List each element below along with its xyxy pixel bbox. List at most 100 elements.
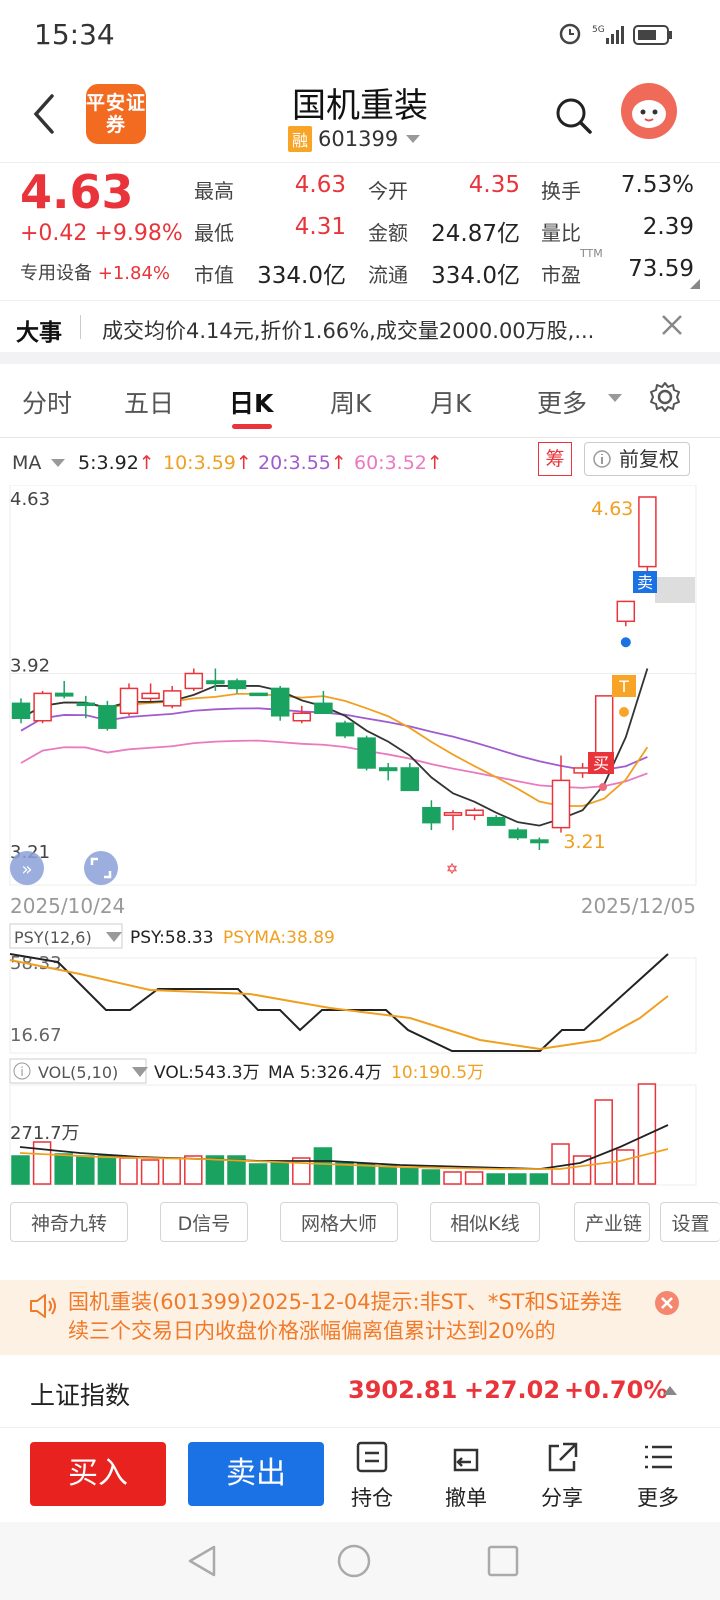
stat-value: 4.31 — [294, 214, 346, 240]
more-button[interactable]: 更多 — [626, 1440, 690, 1512]
gear-icon[interactable] — [648, 380, 682, 414]
kline-chart[interactable]: 4.633.923.212025/10/242025/12/054.633.21… — [0, 485, 720, 925]
info-icon-glyph: i — [20, 1065, 23, 1079]
chip-distribution-button[interactable]: 筹 — [538, 442, 572, 476]
status-bar: 15:34 5G — [0, 0, 720, 70]
ma20-value: 20:3.55↑ — [258, 452, 347, 474]
close-icon[interactable] — [660, 313, 684, 337]
share-button[interactable]: 分享 — [530, 1440, 594, 1512]
stock-code: 601399 — [318, 127, 399, 151]
stat-value: 4.63 — [294, 172, 346, 198]
avatar[interactable] — [620, 82, 678, 140]
chevron-down-icon[interactable] — [606, 392, 624, 404]
volume-bar — [270, 1161, 289, 1185]
stat-value: 4.35 — [468, 172, 520, 198]
expand-corner-icon[interactable] — [688, 277, 702, 291]
ma-selector[interactable]: MA — [12, 452, 42, 474]
vol-y-label: 271.7万 — [10, 1123, 80, 1144]
buy-button[interactable]: 买入 — [30, 1442, 166, 1506]
tool-button[interactable]: 神奇九转 — [10, 1202, 128, 1242]
tab-more[interactable]: 更多 — [537, 389, 588, 418]
sector-info[interactable]: 专用设备 +1.84% — [20, 263, 170, 284]
tab-5day[interactable]: 五日 — [124, 389, 175, 418]
volume-bar — [184, 1155, 203, 1185]
search-icon[interactable] — [554, 96, 594, 136]
volume-bar — [140, 1159, 160, 1185]
star-marker: ✡ — [446, 860, 459, 878]
candle — [76, 695, 96, 719]
index-ticker[interactable]: 上证指数 3902.81 +27.02 +0.70% — [0, 1356, 720, 1428]
candle-body — [270, 687, 290, 717]
news-bar[interactable]: 大事 成交均价4.14元,折价1.66%,成交量2000.00万股,... — [0, 300, 720, 364]
tool-button[interactable]: 相似K线 — [430, 1202, 540, 1242]
settings-button[interactable]: 设置 — [660, 1202, 720, 1242]
chevron-up-icon[interactable] — [662, 1384, 678, 1396]
recents-nav-icon[interactable] — [486, 1544, 520, 1578]
sell-marker-bg — [655, 577, 695, 603]
sell-marker-label: 卖 — [637, 573, 653, 592]
buy-marker-label: 买 — [593, 754, 609, 773]
candle-body — [465, 809, 484, 816]
tab-monthly-k[interactable]: 月K — [430, 389, 472, 418]
candle-body — [76, 702, 96, 707]
back-nav-icon[interactable] — [186, 1544, 218, 1578]
volume-bar — [378, 1165, 397, 1185]
tab-intraday[interactable]: 分时 — [22, 389, 73, 418]
chevron-down-icon[interactable] — [404, 133, 422, 145]
candle-body — [422, 806, 441, 824]
risk-notice[interactable]: 国机重装(601399)2025-12-04提示:非ST、*ST和S证券连续三个… — [0, 1280, 720, 1355]
candle-body — [400, 767, 420, 792]
volume-bar — [76, 1155, 95, 1185]
ma60-line — [20, 739, 648, 789]
tool-button[interactable]: 网格大师 — [280, 1202, 398, 1242]
vol-frame — [9, 1084, 697, 1186]
candle-body — [206, 680, 225, 685]
t-marker-label: T — [618, 677, 629, 696]
candle-body — [184, 672, 204, 690]
tool-button[interactable]: D信号 — [160, 1202, 248, 1242]
volume-bar — [594, 1099, 613, 1185]
candle — [443, 810, 463, 831]
psy-chart[interactable]: PSY(12,6) PSY:58.33 PSYMA:38.89 58.33 16.67 — [0, 922, 720, 1057]
psy-y-top: 58.33 — [10, 953, 62, 974]
positions-button[interactable]: 持仓 — [340, 1440, 404, 1512]
stock-header: 平安证券 国机重装 融 601399 — [0, 70, 720, 162]
sell-button[interactable]: 卖出 — [188, 1442, 324, 1506]
candle — [314, 690, 333, 715]
volume-chart[interactable]: VOL(5,10) i VOL:543.3万 MA 5:326.4万 10:190.5万… — [0, 1057, 720, 1197]
broker-logo[interactable]: 平安证券 — [86, 84, 146, 144]
psy-frame — [9, 957, 697, 1054]
news-text: 成交均价4.14元,折价1.66%,成交量2000.00万股,... — [102, 319, 595, 343]
index-name: 上证指数 — [30, 1381, 131, 1410]
back-icon[interactable] — [28, 92, 58, 136]
volume-bar — [11, 1155, 30, 1185]
home-nav-icon[interactable] — [336, 1543, 372, 1579]
stat-label: 最低 — [194, 221, 234, 245]
adjust-button[interactable]: 前复权 — [584, 442, 690, 476]
candle — [184, 668, 204, 691]
volume-bar — [486, 1173, 505, 1185]
index-change: +27.02 — [464, 1376, 561, 1404]
tab-daily-k[interactable]: 日K — [229, 389, 274, 418]
candle-body — [292, 712, 312, 722]
positions-icon — [356, 1441, 388, 1473]
volume-bar — [551, 1143, 570, 1185]
candle — [551, 755, 571, 833]
tab-weekly-k[interactable]: 周K — [330, 389, 372, 418]
candle-body — [486, 816, 506, 826]
x-axis-label: 2025/12/05 — [581, 894, 696, 918]
stock-name: 国机重装 — [292, 86, 428, 126]
volume-bar — [356, 1163, 376, 1185]
margin-badge: 融 — [288, 126, 313, 152]
candle-body — [249, 692, 268, 697]
stat-label: 今开 — [368, 179, 408, 203]
svg-text:5G: 5G — [592, 25, 605, 35]
chevron-down-icon[interactable] — [50, 458, 66, 468]
psy-y-bottom: 16.67 — [10, 1025, 62, 1046]
candle — [357, 735, 376, 771]
candle — [54, 680, 74, 699]
close-icon[interactable] — [654, 1290, 680, 1316]
cancel-order-button[interactable]: 撤单 — [434, 1440, 498, 1512]
stat-value: 334.0亿 — [431, 263, 520, 289]
tool-button[interactable]: 产业链 — [574, 1202, 650, 1242]
